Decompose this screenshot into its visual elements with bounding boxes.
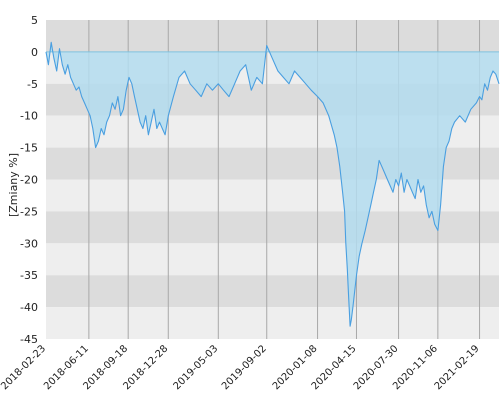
- band-7: [46, 243, 499, 276]
- band-8: [46, 275, 499, 308]
- x-tick-label: 2019-05-03: [172, 343, 221, 392]
- x-tick-label: 2019-09-02: [220, 343, 269, 392]
- band-9: [46, 307, 499, 339]
- y-tick-label: -20: [20, 174, 38, 187]
- area-layer: [46, 42, 499, 327]
- band-6: [46, 211, 499, 244]
- y-tick-label: -30: [20, 237, 38, 250]
- y-axis-label: [Zmiany %]: [7, 153, 20, 217]
- y-tick-label: 5: [31, 14, 38, 27]
- series-line: [45, 41, 500, 327]
- band-0: [46, 20, 499, 52]
- x-axis-ticks: 2018-02-232018-06-112018-09-182018-12-28…: [0, 343, 482, 392]
- y-tick-label: -45: [20, 333, 38, 346]
- y-tick-label: -15: [20, 142, 38, 155]
- y-tick-label: -5: [27, 78, 38, 91]
- x-tick-label: 2021-02-19: [433, 343, 482, 392]
- y-axis-ticks: 5 0 -5 -10 -15 -20 -25 -30 -35 -40 -45: [20, 14, 38, 346]
- y-tick-label: -10: [20, 110, 38, 123]
- y-tick-label: -25: [20, 205, 38, 218]
- series-area: [46, 42, 499, 327]
- y-tick-label: -40: [20, 301, 38, 314]
- series-line-layer: [45, 41, 500, 327]
- y-tick-label: 0: [31, 46, 38, 59]
- x-tick-label: 2018-02-23: [0, 343, 48, 392]
- y-tick-label: -35: [20, 269, 38, 282]
